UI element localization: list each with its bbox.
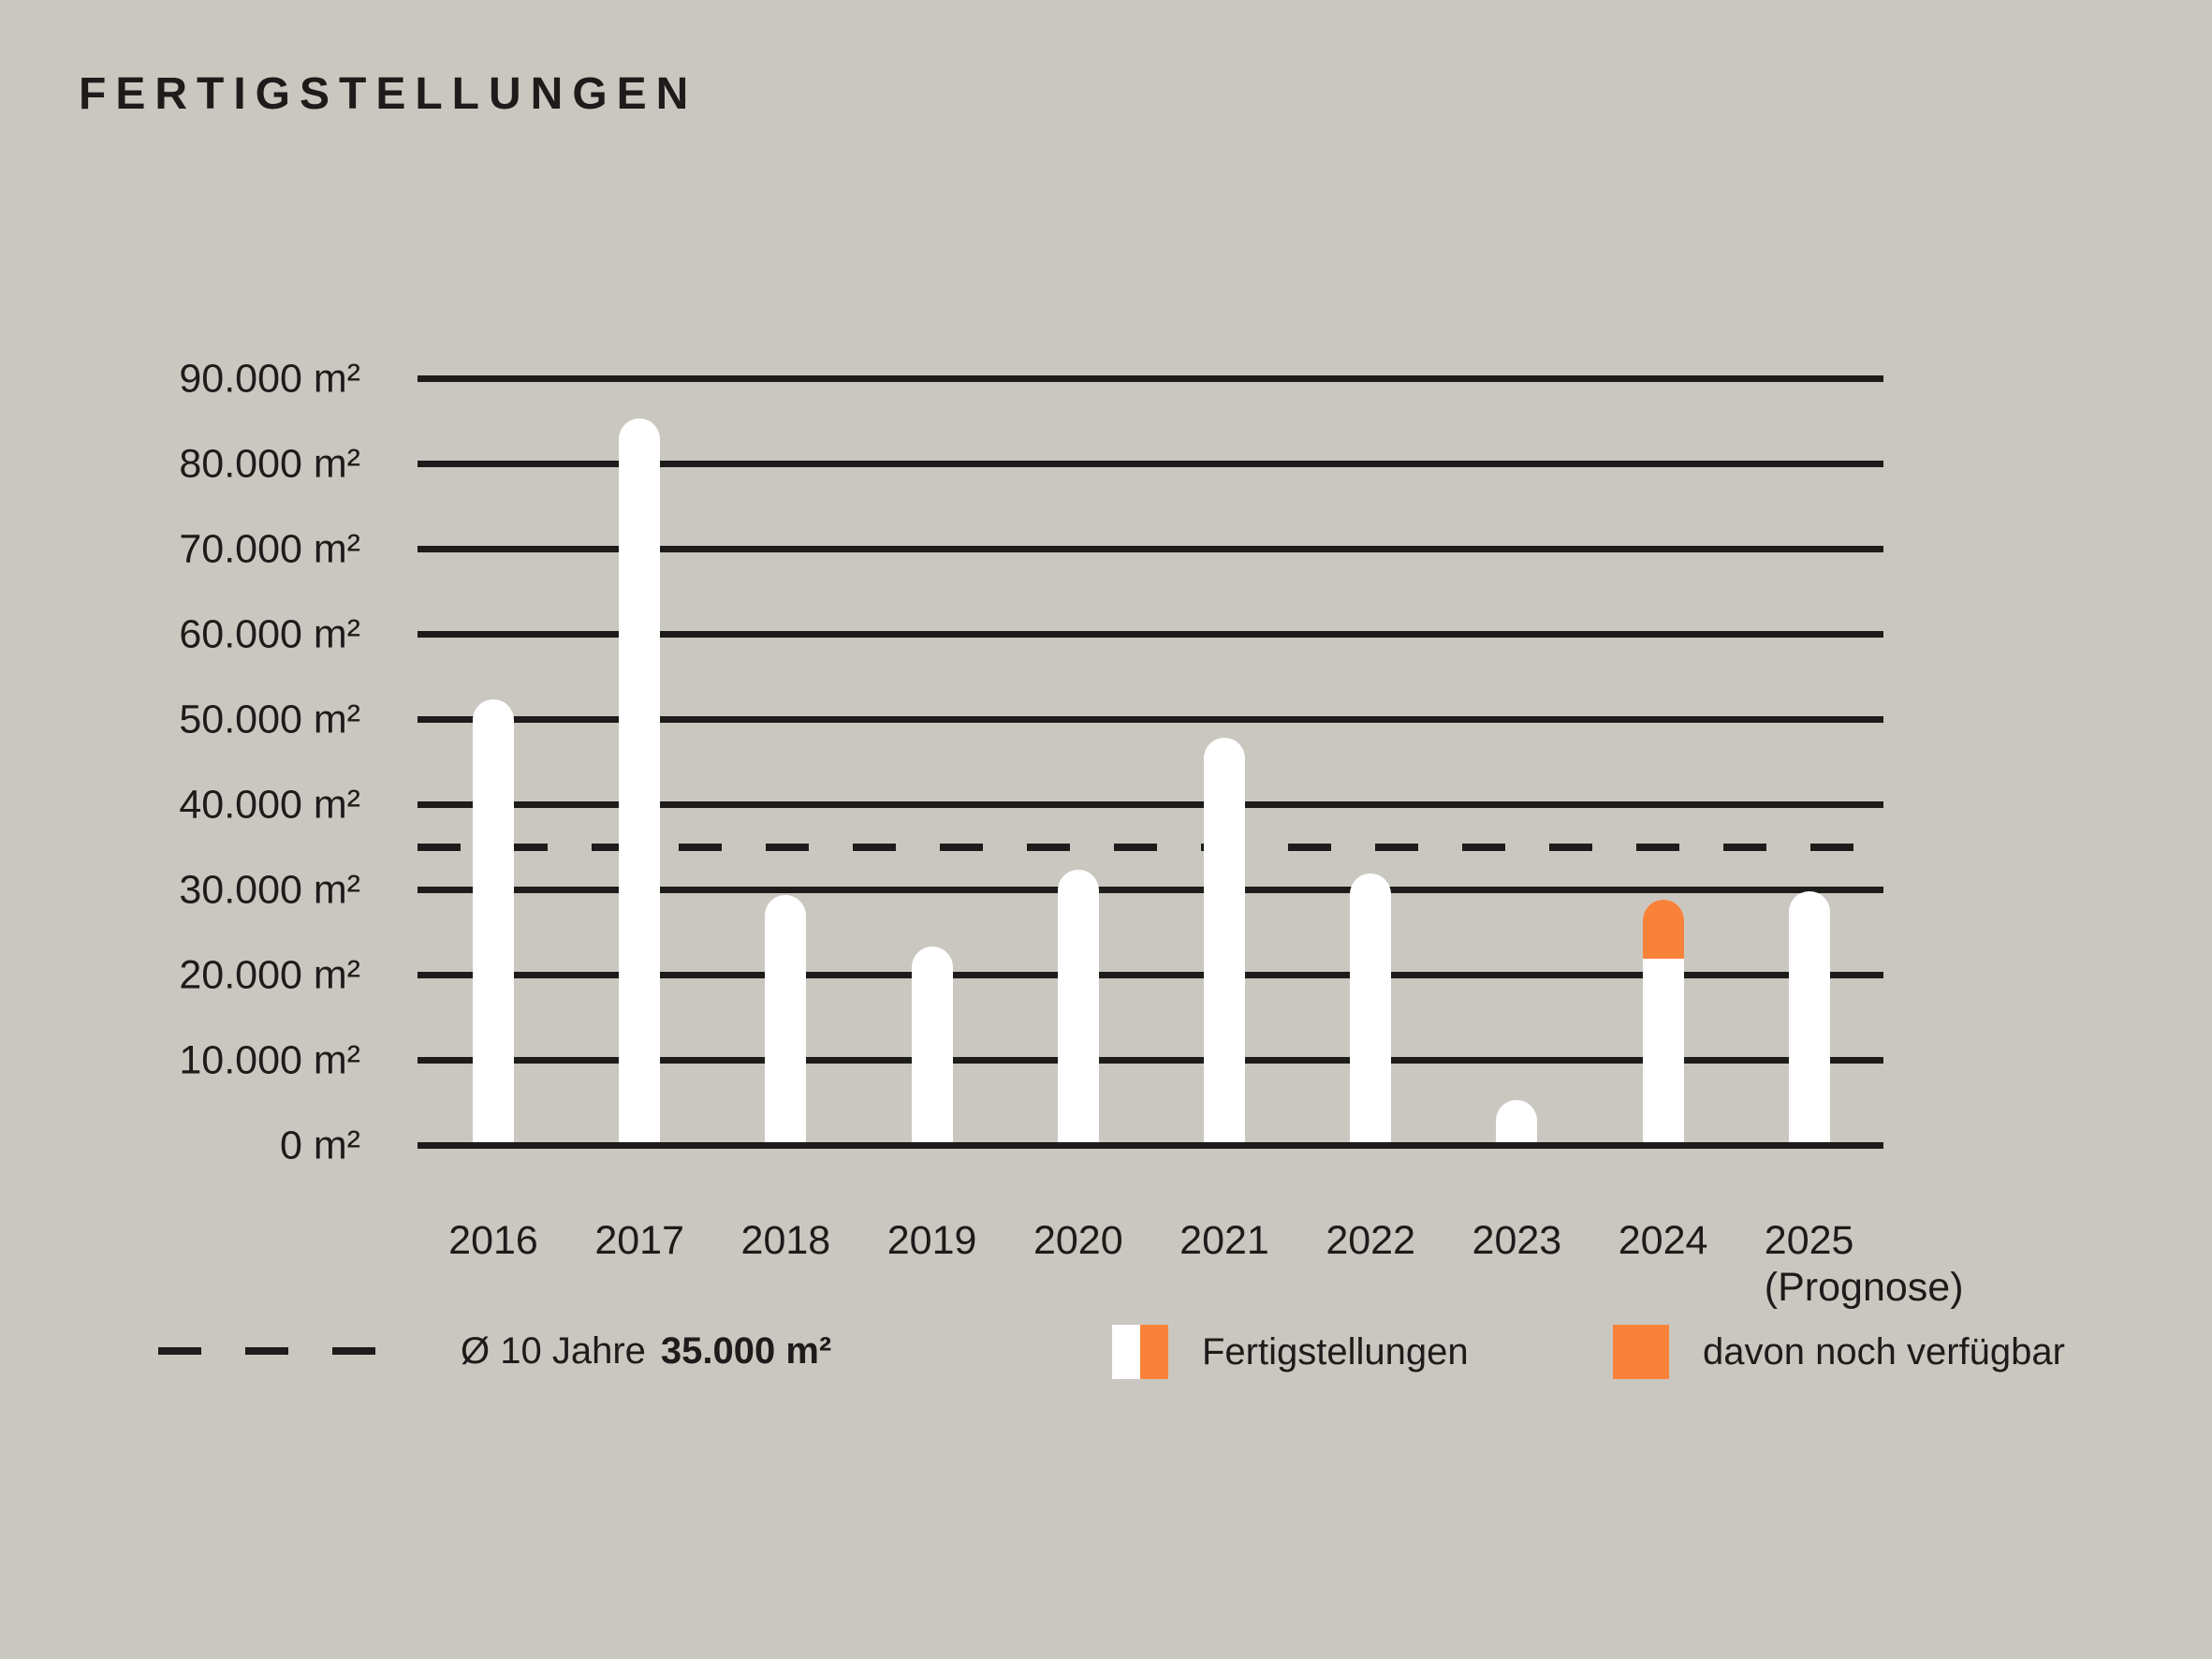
y-tick-label-80000: 80.000 m² xyxy=(179,441,360,486)
x-tick-label-2020: 2020 xyxy=(1033,1218,1123,1263)
x-tick-year: 2025 xyxy=(1764,1218,1854,1263)
average-line xyxy=(417,844,1883,851)
y-tick-label-60000: 60.000 m² xyxy=(179,611,360,656)
gridline-30000 xyxy=(417,887,1883,893)
y-tick-label-0: 0 m² xyxy=(280,1123,360,1167)
y-tick-label-40000: 40.000 m² xyxy=(179,782,360,827)
average-dash-icon xyxy=(245,1347,288,1355)
gridline-50000 xyxy=(417,716,1883,723)
legend-item-fertigstellungen: Fertigstellungen xyxy=(1112,1325,1469,1379)
bar-2024 xyxy=(1642,899,1684,1142)
x-tick-label-2022: 2022 xyxy=(1326,1218,1416,1263)
y-tick-label-70000: 70.000 m² xyxy=(179,526,360,571)
bar-2019 xyxy=(911,946,953,1142)
verfuegbar-swatch-icon xyxy=(1613,1325,1669,1379)
gridline-80000 xyxy=(417,461,1883,467)
y-tick-label-30000: 30.000 m² xyxy=(179,867,360,912)
bar-2025 xyxy=(1788,890,1830,1142)
gridline-70000 xyxy=(417,546,1883,552)
bar-2018 xyxy=(765,895,807,1142)
y-tick-label-20000: 20.000 m² xyxy=(179,952,360,997)
bar-2020 xyxy=(1057,869,1099,1142)
gridline-20000 xyxy=(417,972,1883,978)
bar-2023 xyxy=(1496,1099,1538,1142)
gridline-10000 xyxy=(417,1057,1883,1064)
gridline-60000 xyxy=(417,631,1883,638)
bar-2022 xyxy=(1350,874,1392,1142)
chart-title: FERTIGSTELLUNGEN xyxy=(79,69,698,119)
average-dash-icon xyxy=(332,1347,375,1355)
x-tick-sublabel: (Prognose) xyxy=(1764,1265,1964,1310)
bar-2021 xyxy=(1204,737,1245,1142)
gridline-0 xyxy=(417,1142,1883,1149)
average-dash-icon xyxy=(158,1347,201,1355)
fertigstellungen-swatch-icon xyxy=(1112,1325,1168,1379)
x-tick-label-2017: 2017 xyxy=(594,1218,685,1263)
gridline-90000 xyxy=(417,375,1883,382)
y-tick-label-10000: 10.000 m² xyxy=(179,1037,360,1082)
x-tick-label-2018: 2018 xyxy=(740,1218,831,1263)
x-tick-label-2021: 2021 xyxy=(1179,1218,1269,1263)
x-tick-label-2025: 2025 (Prognose) xyxy=(1765,1217,2045,1311)
legend-item-label: Fertigstellungen xyxy=(1202,1331,1469,1373)
legend-average-label: Ø 10 Jahre xyxy=(461,1330,646,1372)
x-tick-label-2024: 2024 xyxy=(1618,1218,1708,1263)
bar-2024-available-segment xyxy=(1642,899,1684,960)
gridline-40000 xyxy=(417,801,1883,808)
x-tick-label-2019: 2019 xyxy=(886,1218,977,1263)
x-tick-label-2023: 2023 xyxy=(1472,1218,1562,1263)
y-tick-label-50000: 50.000 m² xyxy=(179,697,360,741)
y-tick-label-90000: 90.000 m² xyxy=(179,356,360,401)
legend-item-davon-noch-verfuegbar: davon noch verfügbar xyxy=(1613,1325,2065,1379)
bar-2017 xyxy=(619,418,661,1142)
x-tick-label-2016: 2016 xyxy=(448,1218,538,1263)
bar-2016 xyxy=(473,698,514,1142)
legend-item-label: davon noch verfügbar xyxy=(1703,1331,2065,1373)
legend-average-value: 35.000 m² xyxy=(660,1330,832,1372)
legend-average-item: Ø 10 Jahre 35.000 m² xyxy=(158,1332,831,1370)
